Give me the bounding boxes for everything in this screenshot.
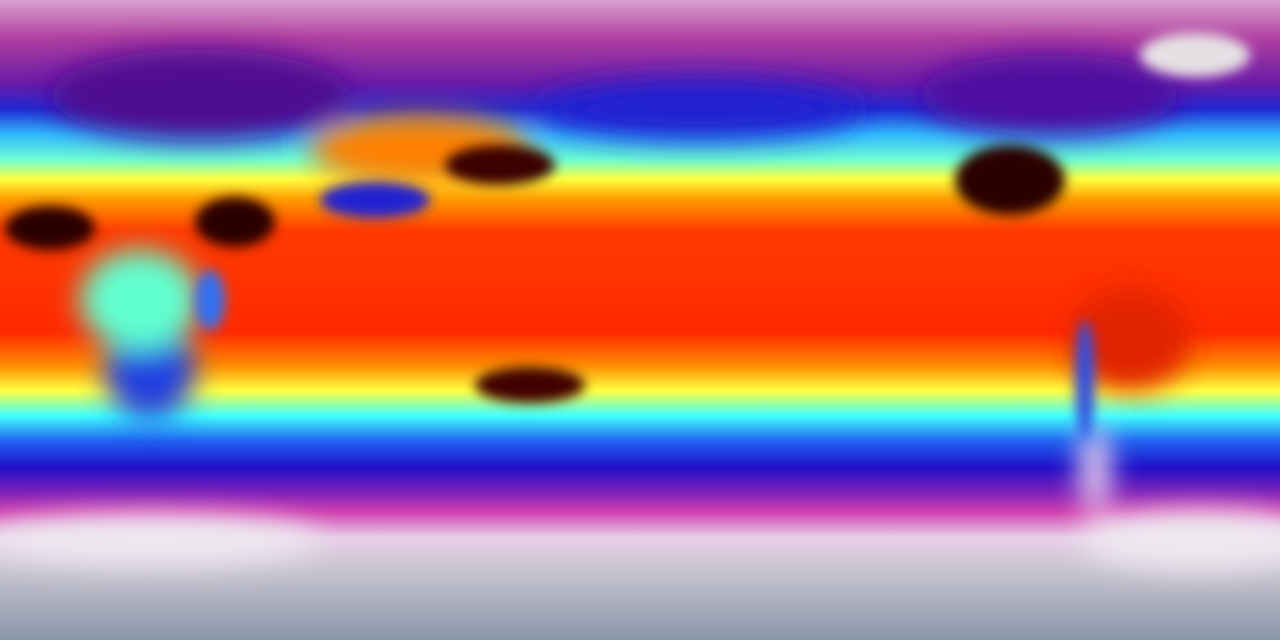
sahara-hot-spot bbox=[5, 206, 95, 250]
africa-cyan bbox=[80, 250, 200, 350]
north-pacific-blue bbox=[540, 80, 860, 140]
andes-cold-strip bbox=[1075, 320, 1095, 440]
north-america-cold-region bbox=[920, 55, 1180, 135]
antarctic-white-east bbox=[1080, 510, 1280, 570]
north-america-hot-spot bbox=[955, 145, 1065, 215]
arabia-hot-spot bbox=[195, 197, 275, 247]
antarctic-white-west bbox=[0, 515, 320, 565]
siberia-cold-region bbox=[50, 50, 350, 140]
east-africa-blue bbox=[195, 270, 225, 330]
tibet-cold-spot bbox=[320, 182, 430, 218]
australia-hot-spot bbox=[475, 367, 585, 403]
central-asia-hot-spot bbox=[445, 145, 555, 185]
patagonia-white bbox=[1080, 425, 1110, 515]
greenland-ice bbox=[1140, 33, 1250, 77]
brazil-hot bbox=[1070, 290, 1190, 390]
